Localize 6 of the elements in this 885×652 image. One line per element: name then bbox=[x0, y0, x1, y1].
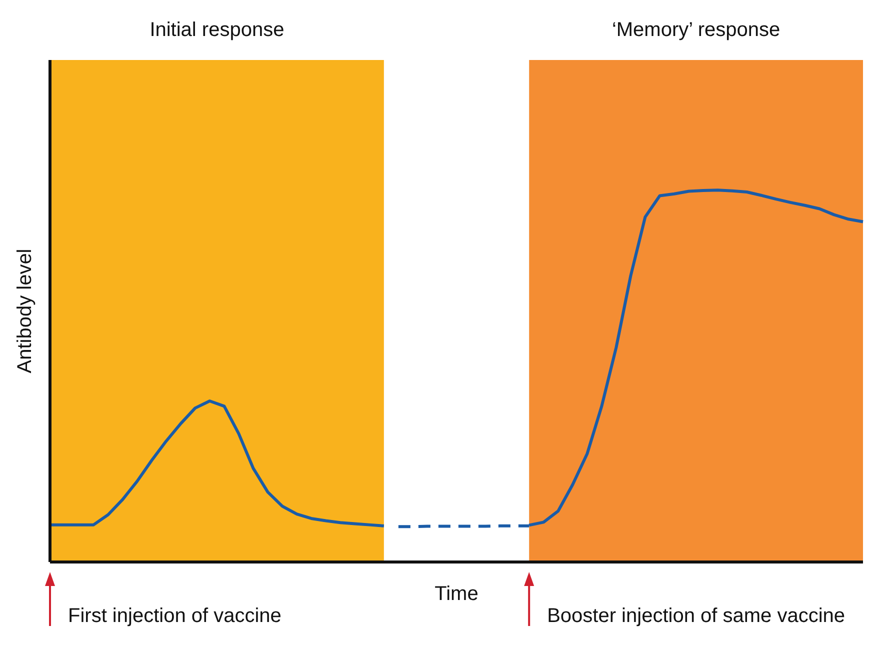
y-axis-title: Antibody level bbox=[14, 248, 36, 374]
text: First injection of vaccine bbox=[68, 605, 282, 627]
x-axis-title: Time bbox=[434, 583, 478, 605]
text: Booster injection of same vaccine bbox=[547, 605, 846, 627]
text: Initial response bbox=[150, 19, 284, 41]
text: ‘Memory’ response bbox=[612, 19, 780, 41]
